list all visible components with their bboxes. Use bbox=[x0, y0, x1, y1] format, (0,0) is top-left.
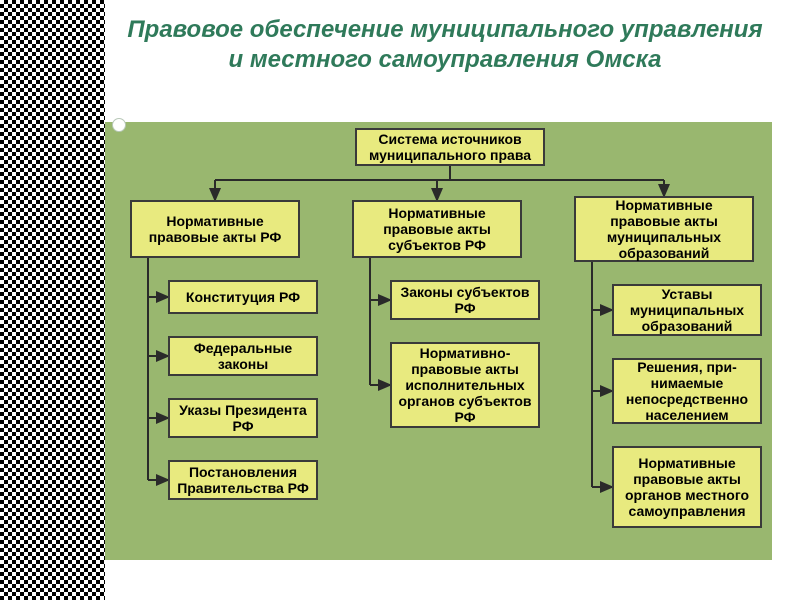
leaf-node: Указы Президента РФ bbox=[168, 398, 318, 438]
leaf-node: Законы субъектов РФ bbox=[390, 280, 540, 320]
leaf-label: Законы субъектов РФ bbox=[398, 284, 532, 316]
leaf-label: Нормативные правовые акты органов местно… bbox=[620, 455, 754, 519]
leaf-label: Федеральные законы bbox=[176, 340, 310, 372]
page-title: Правовое обеспечение муниципального упра… bbox=[120, 15, 770, 75]
leaf-node: Постановления Правительства РФ bbox=[168, 460, 318, 500]
root-node: Система источников муниципального права bbox=[355, 128, 545, 166]
leaf-node: Решения, при­нимаемые непосредственно на… bbox=[612, 358, 762, 424]
leaf-label: Решения, при­нимаемые непосредственно на… bbox=[620, 359, 754, 423]
leaf-label: Уставы муниципальных образований bbox=[620, 286, 754, 334]
leaf-node: Федеральные законы bbox=[168, 336, 318, 376]
decorative-circle bbox=[112, 118, 126, 132]
leaf-node: Уставы муниципальных образований bbox=[612, 284, 762, 336]
leaf-label: Указы Президента РФ bbox=[176, 402, 310, 434]
column-header: Нормативные правовые акты субъектов РФ bbox=[352, 200, 522, 258]
header-label: Нормативные правовые акты РФ bbox=[138, 213, 292, 245]
leaf-node: Нормативно-правовые акты исполнительных … bbox=[390, 342, 540, 428]
leaf-label: Конституция РФ bbox=[186, 289, 300, 305]
leaf-node: Конституция РФ bbox=[168, 280, 318, 314]
leaf-label: Нормативно-правовые акты исполнительных … bbox=[398, 345, 532, 425]
root-label: Система источников муниципального права bbox=[363, 131, 537, 163]
column-header: Нормативные правовые акты муниципальных … bbox=[574, 196, 754, 262]
title-text: Правовое обеспечение муниципального упра… bbox=[127, 16, 762, 73]
header-label: Нормативные правовые акты муниципальных … bbox=[582, 197, 746, 261]
leaf-node: Нормативные правовые акты органов местно… bbox=[612, 446, 762, 528]
column-header: Нормативные правовые акты РФ bbox=[130, 200, 300, 258]
header-label: Нормативные правовые акты субъектов РФ bbox=[360, 205, 514, 253]
leaf-label: Постановления Правительства РФ bbox=[176, 464, 310, 496]
checker-pattern bbox=[0, 0, 105, 600]
